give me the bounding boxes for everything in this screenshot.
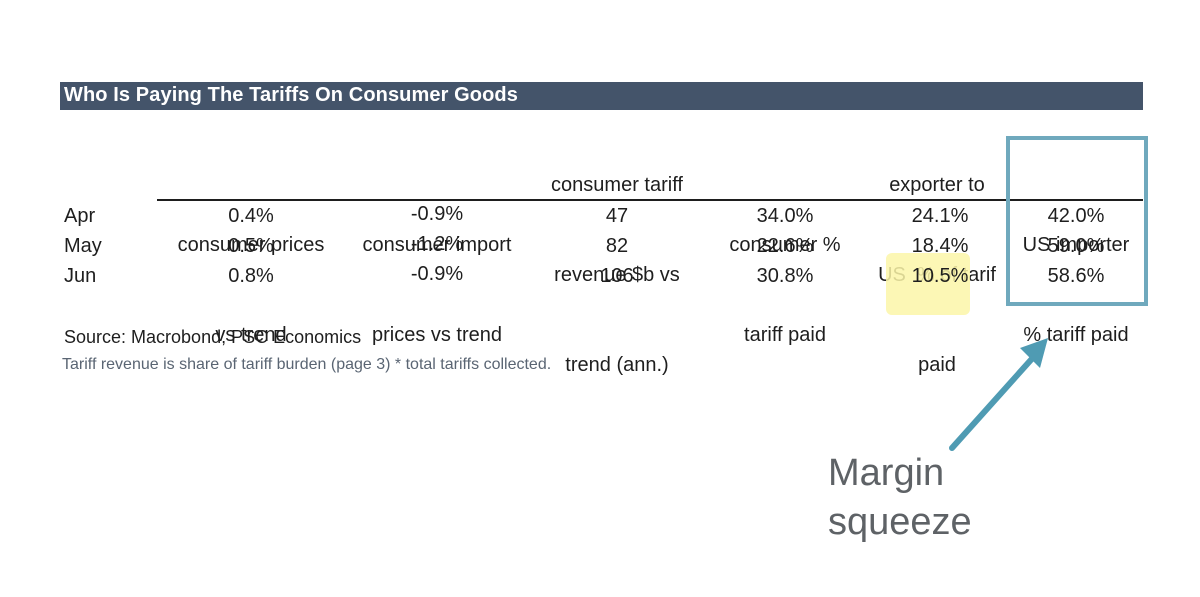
source-line: Source: Macrobond, PSC Economics <box>64 327 362 347</box>
annotation-line-2: squeeze <box>828 501 972 543</box>
column-header-consumer-tariff-revenue: consumer tariff revenue $b vs trend (ann… <box>551 174 683 376</box>
row-label-apr: Apr <box>64 205 96 227</box>
column-header-consumer-prices: consumer prices vs trend <box>177 234 325 346</box>
column-header-us-importer-pct-tariff: US importer % tariff paid <box>1022 234 1130 346</box>
table-cell: -0.9% <box>410 203 464 225</box>
table-cell: 58.6% <box>1047 265 1105 287</box>
table-title-bar: Who Is Paying The Tariffs On Consumer Go… <box>60 82 1143 110</box>
table-cell: -1.2% <box>410 233 464 255</box>
table-cell: 106 <box>600 265 634 287</box>
row-label-may: May <box>64 235 102 257</box>
table-cell: 0.8% <box>228 265 274 287</box>
footnote: Tariff revenue is share of tariff burden… <box>62 356 552 373</box>
table-cell: -0.9% <box>410 263 464 285</box>
arrow-icon <box>949 338 1048 451</box>
table-cell: 24.1% <box>911 205 969 227</box>
table-cell: 47 <box>605 205 629 227</box>
column-header-consumer-pct-tariff-paid: consumer % tariff paid <box>729 234 841 346</box>
table-cell: 0.5% <box>228 235 274 257</box>
row-label-jun: Jun <box>64 265 97 287</box>
column-header-consumer-import-prices: consumer import prices vs trend <box>362 234 512 346</box>
table-cell: 10.5% <box>911 265 969 287</box>
table-cell: 18.4% <box>911 235 969 257</box>
table-cell: 42.0% <box>1047 205 1105 227</box>
table-cell: 22.6% <box>756 235 814 257</box>
table-cell: 0.4% <box>228 205 274 227</box>
table-title: Who Is Paying The Tariffs On Consumer Go… <box>64 84 518 106</box>
us-importer-outline-box <box>1006 136 1148 306</box>
annotation-line-1: Margin <box>828 452 945 494</box>
header-divider <box>157 199 1143 201</box>
table-cell: 82 <box>605 235 629 257</box>
table-cell: 59.0% <box>1047 235 1105 257</box>
exporter-jun-highlight <box>886 253 970 315</box>
table-cell: 34.0% <box>756 205 814 227</box>
table-cell: 30.8% <box>756 265 814 287</box>
